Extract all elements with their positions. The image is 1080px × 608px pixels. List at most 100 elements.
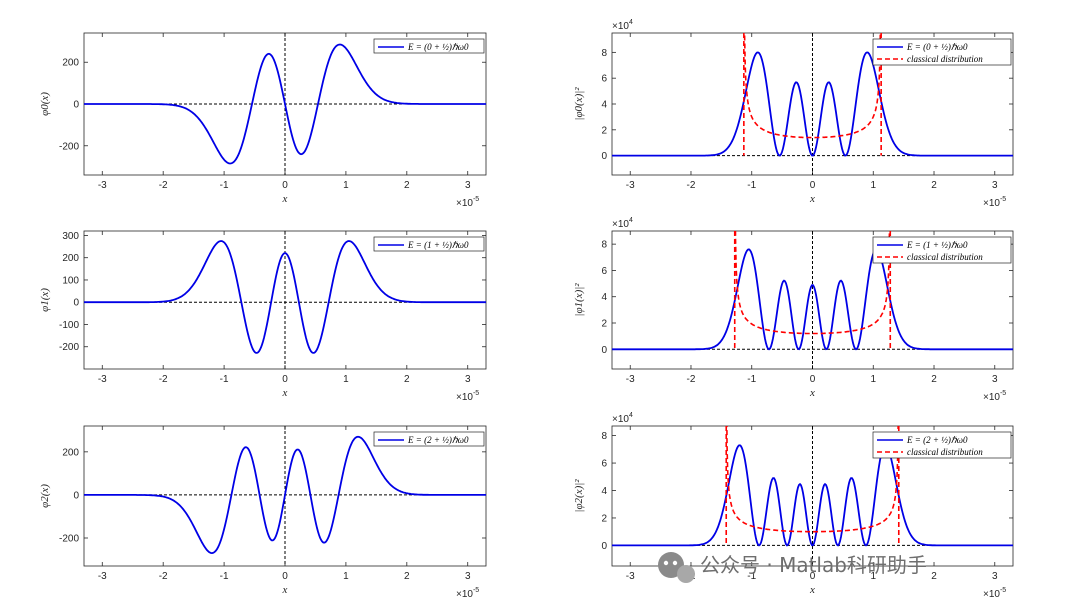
legend-entry-label: classical distribution	[907, 54, 983, 64]
x-tick-label: -1	[747, 180, 756, 191]
y-tick-label: 6	[601, 459, 607, 470]
y-tick-label: 2	[601, 513, 607, 524]
x-exponent-power: -5	[473, 196, 479, 203]
y-tick-label: 200	[62, 253, 79, 264]
x-tick-label: -1	[220, 571, 229, 582]
y-tick-label: 0	[73, 100, 79, 111]
y-tick-label: -200	[59, 141, 79, 152]
legend: E = (0 + ½)ℏω0	[373, 38, 485, 54]
classical-distribution-curve	[726, 426, 899, 533]
x-tick-label: -2	[159, 374, 168, 385]
plot-area	[84, 426, 486, 566]
x-exponent-power: -5	[473, 587, 479, 594]
y-tick-label: -100	[59, 320, 79, 331]
watermark-text: 公众号 · Matlab科研助手	[700, 553, 927, 577]
wavefunction-curve	[612, 51, 1013, 157]
x-tick-label: 0	[810, 180, 816, 191]
panel-wavefunction-n1: -3 -2 -1 0 1 2 3-200-1000100200300xφ1(x)×10-5E…	[39, 230, 487, 403]
x-tick-label: -3	[626, 571, 635, 582]
x-tick-label: 1	[870, 374, 876, 385]
x-axis-label: x	[809, 193, 815, 205]
y-tick-label: 0	[73, 298, 79, 309]
x-tick-label: -2	[687, 374, 696, 385]
x-axis-label: x	[282, 387, 288, 399]
x-tick-label: 3	[992, 374, 998, 385]
legend-entry-label: E = (0 + ½)ℏω0	[906, 42, 968, 52]
y-tick-label: 300	[62, 231, 79, 242]
x-tick-label: 1	[870, 571, 876, 582]
x-axis-label: x	[809, 387, 815, 399]
y-exponent-label: ×104	[612, 412, 633, 425]
x-tick-label: 3	[992, 571, 998, 582]
y-exponent-power: 4	[629, 19, 633, 26]
y-axis-label: |φ2(x)|²	[573, 479, 585, 513]
plot-area	[84, 231, 486, 369]
legend: E = (2 + ½)ℏω0	[373, 431, 485, 447]
x-tick-label: -1	[747, 374, 756, 385]
x-tick-label: 2	[931, 180, 937, 191]
x-tick-label: 0	[282, 180, 288, 191]
x-tick-label: -3	[98, 571, 107, 582]
legend-box	[872, 38, 1012, 66]
y-axis-label: φ2(x)	[39, 484, 51, 508]
y-tick-label: 2	[601, 319, 607, 330]
y-tick-label: 2	[601, 125, 607, 136]
x-axis-label: x	[809, 584, 815, 596]
y-tick-label: -200	[59, 342, 79, 353]
legend-box	[872, 431, 1012, 459]
x-tick-label: 0	[282, 374, 288, 385]
y-tick-label: 8	[601, 431, 607, 442]
x-axis-label: x	[282, 193, 288, 205]
y-tick-label: 200	[62, 58, 79, 69]
x-tick-label: 3	[992, 180, 998, 191]
x-tick-label: 1	[343, 180, 349, 191]
x-tick-label: -1	[220, 180, 229, 191]
y-axis-label: |φ1(x)|²	[573, 283, 585, 317]
watermark: 公众号 · Matlab科研助手	[658, 552, 927, 583]
y-tick-label: 4	[601, 100, 607, 111]
y-tick-label: 4	[601, 486, 607, 497]
y-exponent-power: 4	[629, 412, 633, 419]
y-tick-label: 8	[601, 240, 607, 251]
plot-area	[84, 33, 486, 175]
legend-box	[373, 431, 485, 447]
x-tick-label: -3	[98, 180, 107, 191]
wavefunction-curve	[84, 435, 486, 555]
x-tick-label: -2	[159, 180, 168, 191]
legend-entry-label: E = (2 + ½)ℏω0	[906, 435, 968, 445]
x-tick-label: -1	[220, 374, 229, 385]
y-tick-label: 8	[601, 48, 607, 59]
legend-entry-label: E = (1 + ½)ℏω0	[906, 240, 968, 250]
y-tick-label: 0	[601, 541, 607, 552]
x-tick-label: 3	[465, 374, 471, 385]
y-tick-label: 100	[62, 275, 79, 286]
y-axis-label: φ0(x)	[39, 92, 51, 116]
y-tick-label: 0	[601, 151, 607, 162]
x-axis-label: x	[282, 584, 288, 596]
y-axis-label: φ1(x)	[39, 288, 51, 312]
x-tick-label: -3	[98, 374, 107, 385]
y-exponent-label: ×104	[612, 19, 633, 32]
x-tick-label: 1	[343, 374, 349, 385]
x-tick-label: 2	[931, 571, 937, 582]
y-tick-label: 0	[73, 490, 79, 501]
legend-entry-label: classical distribution	[907, 252, 983, 262]
y-axis-label: |φ0(x)|²	[573, 87, 585, 121]
legend: E = (0 + ½)ℏω0 classical distribution	[872, 38, 1012, 66]
y-exponent-power: 4	[629, 217, 633, 224]
x-tick-label: 2	[404, 180, 410, 191]
legend-box	[872, 236, 1012, 264]
y-tick-label: 4	[601, 292, 607, 303]
classical-distribution-curve	[734, 231, 891, 335]
legend-entry-label: classical distribution	[907, 447, 983, 457]
y-tick-label: 6	[601, 74, 607, 85]
x-tick-label: 3	[465, 571, 471, 582]
legend-entry-label: E = (0 + ½)ℏω0	[407, 42, 469, 52]
x-tick-label: 2	[404, 374, 410, 385]
x-tick-label: -3	[626, 180, 635, 191]
